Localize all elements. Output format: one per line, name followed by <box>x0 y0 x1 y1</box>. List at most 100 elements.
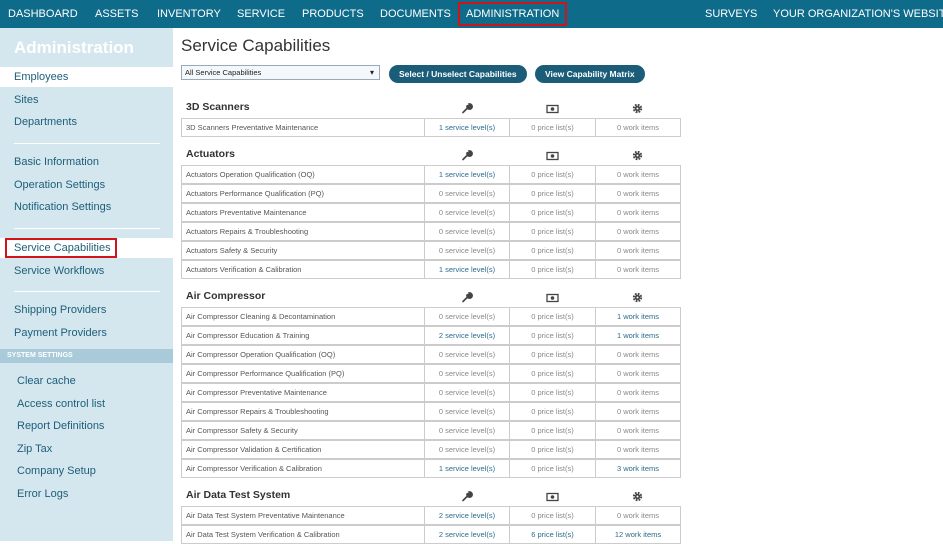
count-cell: 0 work items <box>595 203 681 222</box>
count-cell: 0 price list(s) <box>509 506 596 525</box>
count-cell: 0 price list(s) <box>509 118 596 137</box>
settings-link[interactable]: Zip Tax <box>17 442 53 455</box>
count-cell: 0 price list(s) <box>509 402 596 421</box>
count-cell[interactable]: 2 service level(s) <box>424 506 510 525</box>
settings-link[interactable]: Error Logs <box>17 488 69 500</box>
section-label: SYSTEM SETTINGS <box>0 349 173 363</box>
capability-name: Actuators Performance Qualification (PQ) <box>181 184 425 203</box>
count-cell: 0 price list(s) <box>509 307 596 326</box>
count-cell: 0 price list(s) <box>509 383 596 402</box>
count-cell[interactable]: 1 work items <box>595 307 681 326</box>
sidebar-link[interactable]: Payment Providers <box>0 323 173 343</box>
money-icon <box>546 293 559 303</box>
sidebar-link[interactable]: Operation Settings <box>0 175 173 195</box>
capability-row: Air Compressor Performance Qualification… <box>181 364 681 383</box>
wrench-icon <box>461 292 473 303</box>
nav-link[interactable]: SERVICE <box>237 8 286 20</box>
column-icon <box>461 489 473 507</box>
nav-link[interactable]: ADMINISTRATION <box>457 2 568 26</box>
count-cell[interactable]: 1 service level(s) <box>424 459 510 478</box>
link-text: Notification Settings <box>14 201 112 214</box>
gear-icon <box>632 150 642 161</box>
group-name: Air Data Test System <box>186 489 291 501</box>
action-button[interactable]: Select / Unselect Capabilities <box>389 65 527 83</box>
group-name: Air Compressor <box>186 290 266 302</box>
count-cell: 0 work items <box>595 118 681 137</box>
filter-dropdown[interactable]: All Service Capabilities <box>181 65 380 80</box>
sidebar-link[interactable]: Shipping Providers <box>0 300 173 320</box>
settings-link[interactable]: Access control list <box>17 397 106 410</box>
capability-row: Actuators Preventative Maintenance 0 serv… <box>181 203 681 222</box>
sidebar-link[interactable]: Employees <box>0 67 173 87</box>
count-cell: 0 price list(s) <box>509 165 596 184</box>
column-icon <box>632 101 643 119</box>
link-text: Shipping Providers <box>14 304 107 316</box>
money-icon <box>546 104 559 114</box>
count-cell: 0 work items <box>595 364 681 383</box>
column-icon <box>461 101 473 119</box>
count-cell: 0 price list(s) <box>509 222 596 241</box>
capability-row: Air Compressor Cleaning & Decontaminatio… <box>181 307 681 326</box>
nav-link[interactable]: SURVEYS <box>705 8 758 20</box>
nav-link[interactable]: INVENTORY <box>157 8 221 20</box>
group-name: Actuators <box>186 148 236 160</box>
capability-row: Air Data Test System Preventative Mainte… <box>181 506 681 525</box>
top-nav: DASHBOARD ASSETS INVENTORY SERVICE PRODUCTS D… <box>0 0 943 28</box>
count-cell: 0 service level(s) <box>424 383 510 402</box>
count-cell[interactable]: 2 service level(s) <box>424 326 510 345</box>
column-icon <box>546 489 559 507</box>
count-cell: 0 price list(s) <box>509 326 596 345</box>
settings-link[interactable]: Company Setup <box>17 465 96 478</box>
sidebar: Administration SYSTEM SETTINGS Employees… <box>0 28 173 541</box>
capability-name: Air Compressor Cleaning & Decontaminatio… <box>181 307 425 326</box>
count-cell: 0 price list(s) <box>509 440 596 459</box>
capability-row: Air Compressor Preventative Maintenance 0… <box>181 383 681 402</box>
count-cell[interactable]: 1 service level(s) <box>424 260 510 279</box>
count-cell: 0 price list(s) <box>509 345 596 364</box>
action-button[interactable]: View Capability Matrix <box>535 65 645 83</box>
count-cell[interactable]: 1 work items <box>595 326 681 345</box>
nav-link[interactable]: ASSETS <box>95 8 139 20</box>
capability-name: Air Data Test System Verification & Cali… <box>181 525 425 544</box>
sidebar-link[interactable]: Service Workflows <box>0 261 173 281</box>
sidebar-link[interactable]: Departments <box>0 112 173 132</box>
count-cell[interactable]: 1 service level(s) <box>424 165 510 184</box>
count-cell: 0 price list(s) <box>509 260 596 279</box>
capability-name: Air Compressor Validation & Certificatio… <box>181 440 425 459</box>
count-cell: 0 service level(s) <box>424 203 510 222</box>
sidebar-link[interactable]: Notification Settings <box>0 197 173 217</box>
count-cell: 0 work items <box>595 222 681 241</box>
sidebar-link[interactable]: Sites <box>0 90 173 110</box>
count-cell[interactable]: 3 work items <box>595 459 681 478</box>
link-text: Payment Providers <box>14 326 107 339</box>
sidebar-link[interactable]: Basic Information <box>0 152 173 172</box>
capability-name: Actuators Operation Qualification (OQ) <box>181 165 425 184</box>
nav-link[interactable]: DASHBOARD <box>8 8 78 20</box>
group-name: 3D Scanners <box>186 101 250 113</box>
count-cell[interactable]: 1 service level(s) <box>424 118 510 137</box>
settings-link[interactable]: Clear cache <box>17 375 76 387</box>
nav-link[interactable]: DOCUMENTS <box>380 8 451 20</box>
count-cell: 0 service level(s) <box>424 307 510 326</box>
count-cell: 0 service level(s) <box>424 402 510 421</box>
count-cell: 0 work items <box>595 241 681 260</box>
sidebar-link[interactable]: Service Capabilities <box>0 238 173 258</box>
count-cell: 0 service level(s) <box>424 440 510 459</box>
group-header: Actuators <box>181 144 680 165</box>
count-cell[interactable]: 6 price list(s) <box>509 525 596 544</box>
column-icon <box>461 290 473 308</box>
settings-link[interactable]: Report Definitions <box>17 420 105 433</box>
count-cell: 0 price list(s) <box>509 184 596 203</box>
group-header: Air Data Test System <box>181 485 680 506</box>
column-icon <box>546 148 559 166</box>
capability-row: Air Compressor Safety & Security 0 servic… <box>181 421 681 440</box>
count-cell: 0 work items <box>595 345 681 364</box>
nav-link[interactable]: PRODUCTS <box>302 8 364 20</box>
count-cell[interactable]: 12 work items <box>595 525 681 544</box>
capability-name: Air Compressor Safety & Security <box>181 421 425 440</box>
count-cell: 0 work items <box>595 506 681 525</box>
count-cell[interactable]: 2 service level(s) <box>424 525 510 544</box>
nav-link[interactable]: YOUR ORGANIZATION'S WEBSITE <box>773 8 943 20</box>
capability-row: Actuators Operation Qualification (OQ) 1 … <box>181 165 681 184</box>
